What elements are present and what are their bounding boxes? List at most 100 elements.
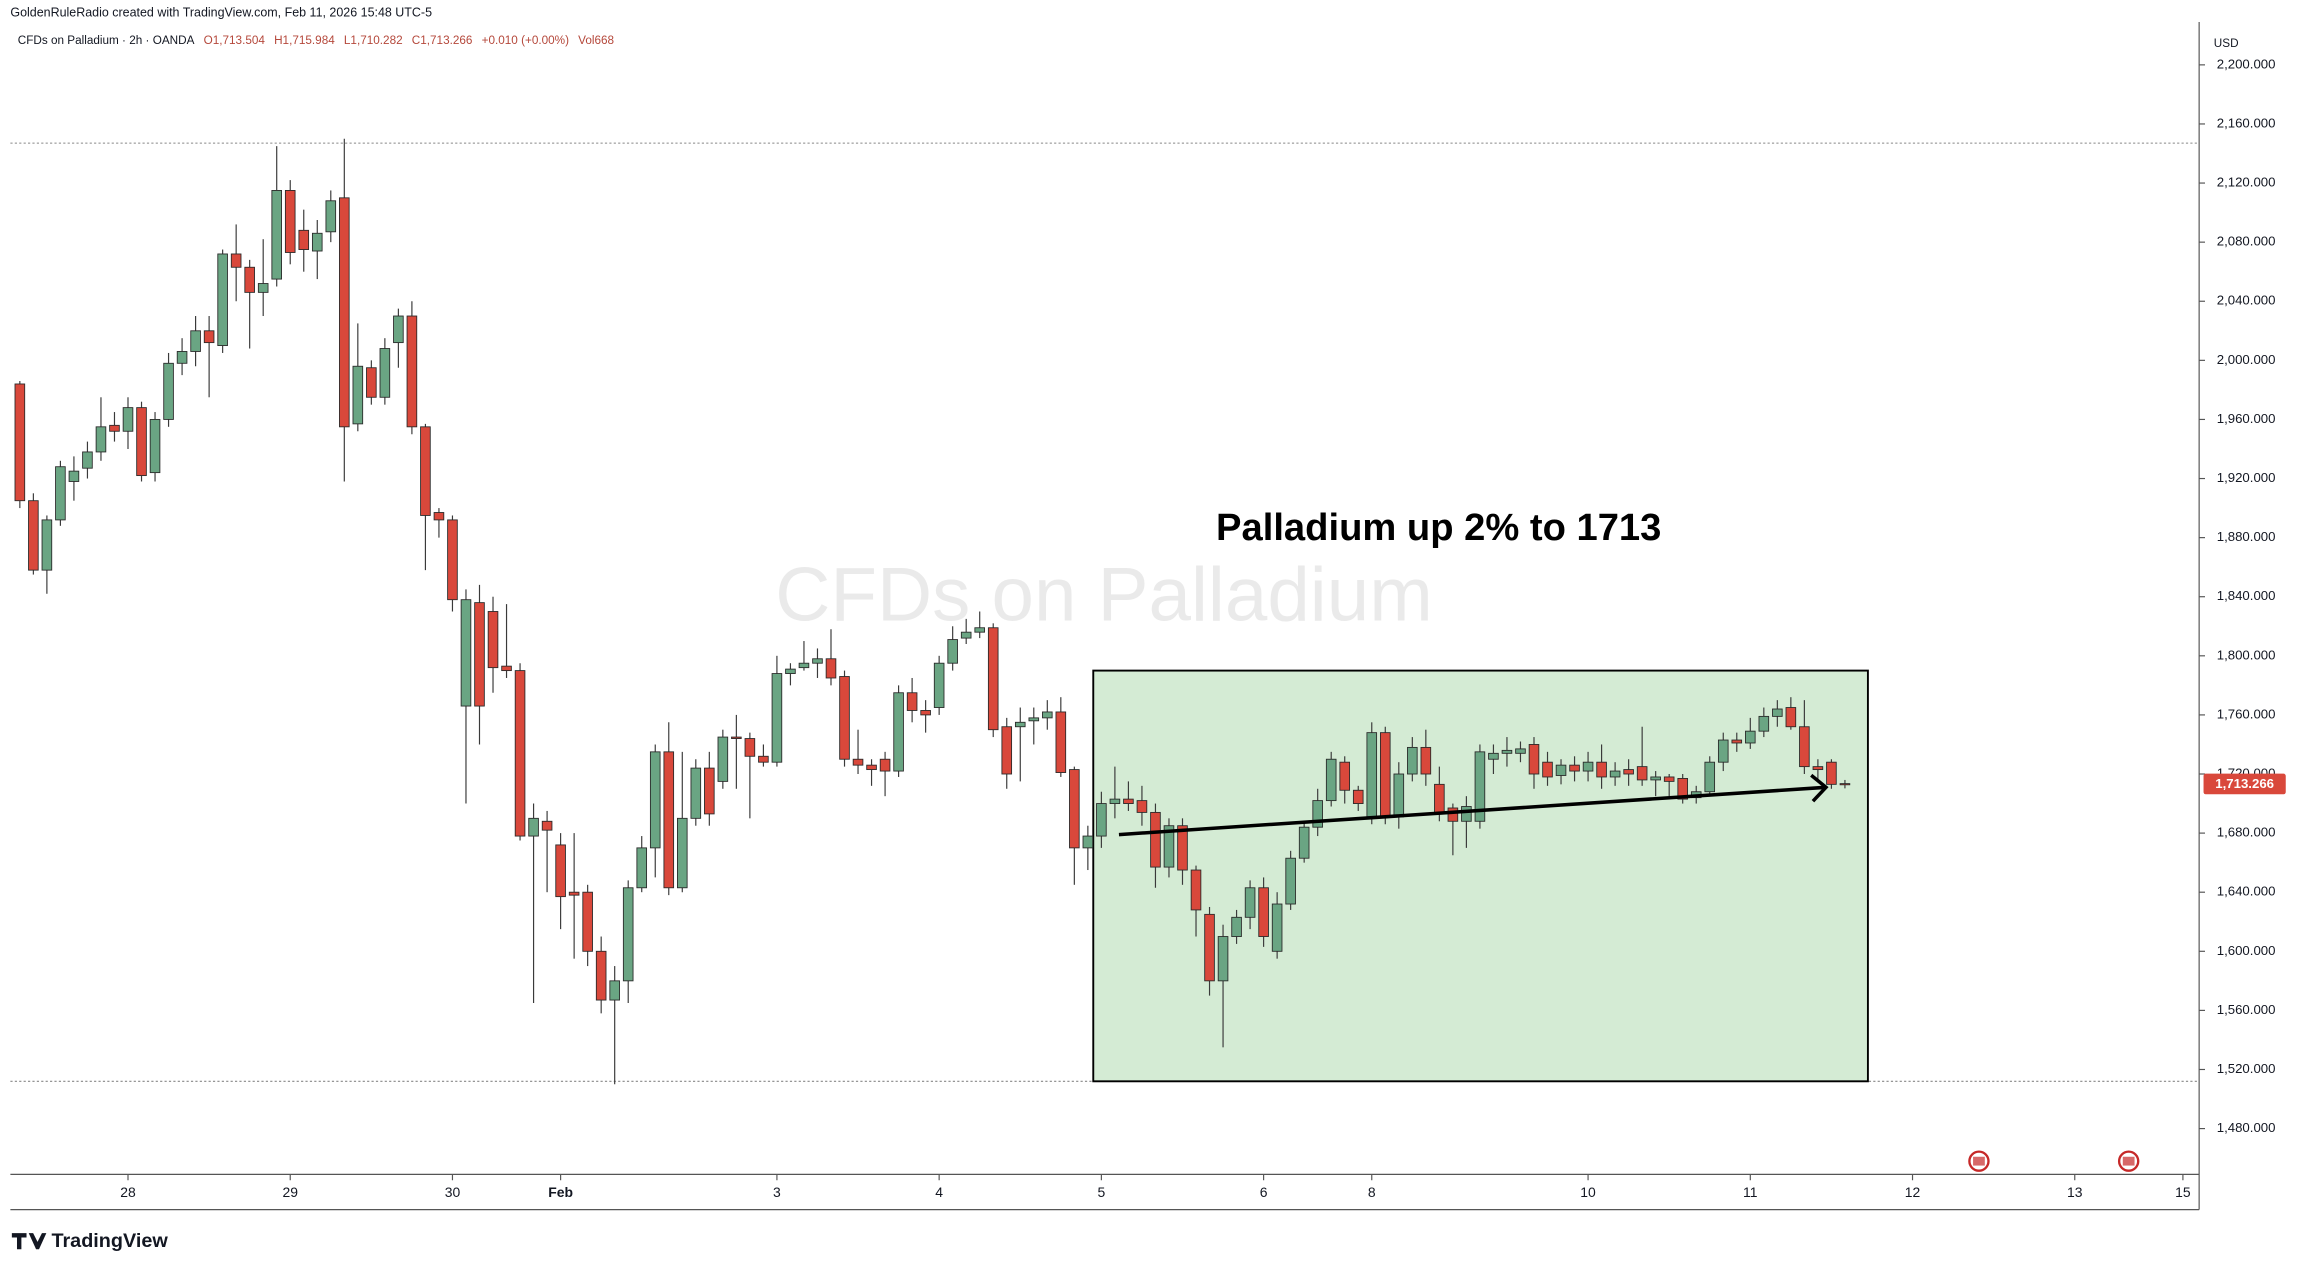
candle-body bbox=[852, 758, 864, 766]
candle-body bbox=[1555, 764, 1567, 776]
candle-body bbox=[582, 891, 593, 952]
legend-open: O1,713.504 bbox=[204, 34, 266, 47]
candle-body bbox=[1109, 798, 1121, 804]
candle-body bbox=[1623, 769, 1634, 775]
currency: USD bbox=[2214, 37, 2239, 50]
candle-body bbox=[1731, 739, 1743, 744]
candle-body bbox=[28, 500, 39, 571]
x-tick-label: 30 bbox=[445, 1184, 461, 1200]
candle-body bbox=[420, 426, 431, 516]
candle-body bbox=[1150, 811, 1161, 868]
candle-body bbox=[1839, 783, 1851, 786]
x-tick-label: 3 bbox=[773, 1184, 781, 1200]
candle-body bbox=[1447, 807, 1459, 822]
candle-body bbox=[1325, 758, 1337, 802]
candle-body bbox=[1677, 778, 1688, 800]
candle-body bbox=[1515, 748, 1526, 754]
candle-body bbox=[230, 253, 242, 268]
candle-body bbox=[1758, 715, 1770, 732]
candle-body bbox=[622, 887, 634, 982]
candle-body bbox=[1082, 835, 1094, 849]
candle-body bbox=[149, 418, 161, 474]
legend: CFDs on Palladium · 2h · OANDA O1,713.50… bbox=[18, 34, 615, 47]
legend-close: C1,713.266 bbox=[412, 34, 473, 47]
candle-body bbox=[1650, 776, 1661, 781]
candle-body bbox=[1474, 751, 1486, 822]
candle-body bbox=[1488, 752, 1499, 760]
candle-body bbox=[879, 758, 891, 772]
logo-text: TradingView bbox=[51, 1230, 168, 1252]
candle-body bbox=[1136, 800, 1148, 813]
candle-body bbox=[311, 232, 323, 252]
x-tick-label: 12 bbox=[1905, 1184, 1921, 1200]
x-tick-label: 10 bbox=[1580, 1184, 1596, 1200]
x-tick-label: 15 bbox=[2175, 1184, 2191, 1200]
candle-body bbox=[1461, 806, 1472, 822]
candle-body bbox=[257, 283, 269, 293]
candle-body bbox=[514, 670, 526, 837]
legend-low: L1,710.282 bbox=[344, 34, 403, 47]
candle-body bbox=[1569, 764, 1580, 772]
candle-body bbox=[1244, 887, 1256, 918]
x-tick-label: 8 bbox=[1368, 1184, 1376, 1200]
candle-body bbox=[704, 767, 715, 815]
candle-body bbox=[595, 950, 607, 1001]
candle-body bbox=[906, 692, 918, 711]
candle-body bbox=[1636, 766, 1648, 781]
candle-body bbox=[1366, 732, 1378, 818]
candle-body bbox=[1704, 761, 1716, 793]
candle-body bbox=[487, 611, 499, 669]
candle-body bbox=[1663, 776, 1675, 782]
x-tick-label: 11 bbox=[1743, 1184, 1758, 1200]
x-tick-label: 6 bbox=[1260, 1184, 1268, 1200]
candle-body bbox=[501, 665, 512, 672]
y-tick-label: 2,080.000 bbox=[2217, 234, 2276, 249]
candle-body bbox=[1339, 761, 1351, 791]
candle-body bbox=[717, 736, 729, 782]
candle-body bbox=[1055, 711, 1067, 773]
candle-body bbox=[1042, 711, 1053, 719]
candle-body bbox=[1352, 789, 1364, 804]
candle-body bbox=[758, 755, 769, 763]
candle-body bbox=[785, 668, 796, 674]
candle-body bbox=[771, 673, 783, 763]
legend-symbol: CFDs on Palladium · 2h · OANDA bbox=[18, 34, 195, 47]
logo-mark bbox=[11, 1233, 47, 1250]
annotation: Palladium up 2% to 1713 bbox=[1216, 506, 1661, 549]
x-tick-label: Feb bbox=[548, 1184, 573, 1200]
last-price-label: 1,713.266 bbox=[2215, 776, 2274, 791]
header: GoldenRuleRadio created with TradingView… bbox=[10, 6, 432, 20]
y-tick-label: 2,120.000 bbox=[2217, 175, 2276, 190]
watermark: CFDs on Palladium bbox=[775, 553, 1433, 638]
candle-body bbox=[176, 351, 188, 364]
candle-body bbox=[1609, 770, 1621, 778]
candle-body bbox=[1812, 766, 1824, 771]
candle-body bbox=[136, 407, 147, 477]
x-tick-label: 5 bbox=[1097, 1184, 1105, 1200]
candle-body bbox=[95, 426, 107, 453]
candle-body bbox=[190, 330, 201, 352]
candle-body bbox=[1028, 717, 1040, 722]
candle-body bbox=[555, 844, 566, 898]
candle-body bbox=[406, 315, 418, 428]
candle-body bbox=[609, 980, 620, 1001]
y-tick-label: 1,520.000 bbox=[2217, 1061, 2276, 1076]
candle-body bbox=[1271, 903, 1283, 952]
event-flag bbox=[2122, 1156, 2135, 1166]
candle-body bbox=[1407, 746, 1418, 775]
candle-body bbox=[528, 817, 539, 837]
candle-body bbox=[244, 266, 255, 293]
y-tick-label: 1,800.000 bbox=[2217, 647, 2276, 662]
back-layer bbox=[10, 142, 2200, 1083]
y-tick-label: 1,480.000 bbox=[2217, 1120, 2276, 1135]
candle-body bbox=[1217, 936, 1229, 982]
candle-body bbox=[1420, 746, 1432, 775]
candle-body bbox=[798, 662, 810, 669]
event-icons bbox=[1968, 1150, 2140, 1172]
y-tick-label: 1,880.000 bbox=[2217, 529, 2276, 544]
candle-body bbox=[825, 658, 837, 679]
candle-body bbox=[1799, 726, 1810, 768]
candle-body bbox=[947, 639, 958, 664]
candle-body bbox=[68, 470, 80, 482]
candle-body bbox=[1069, 769, 1080, 849]
